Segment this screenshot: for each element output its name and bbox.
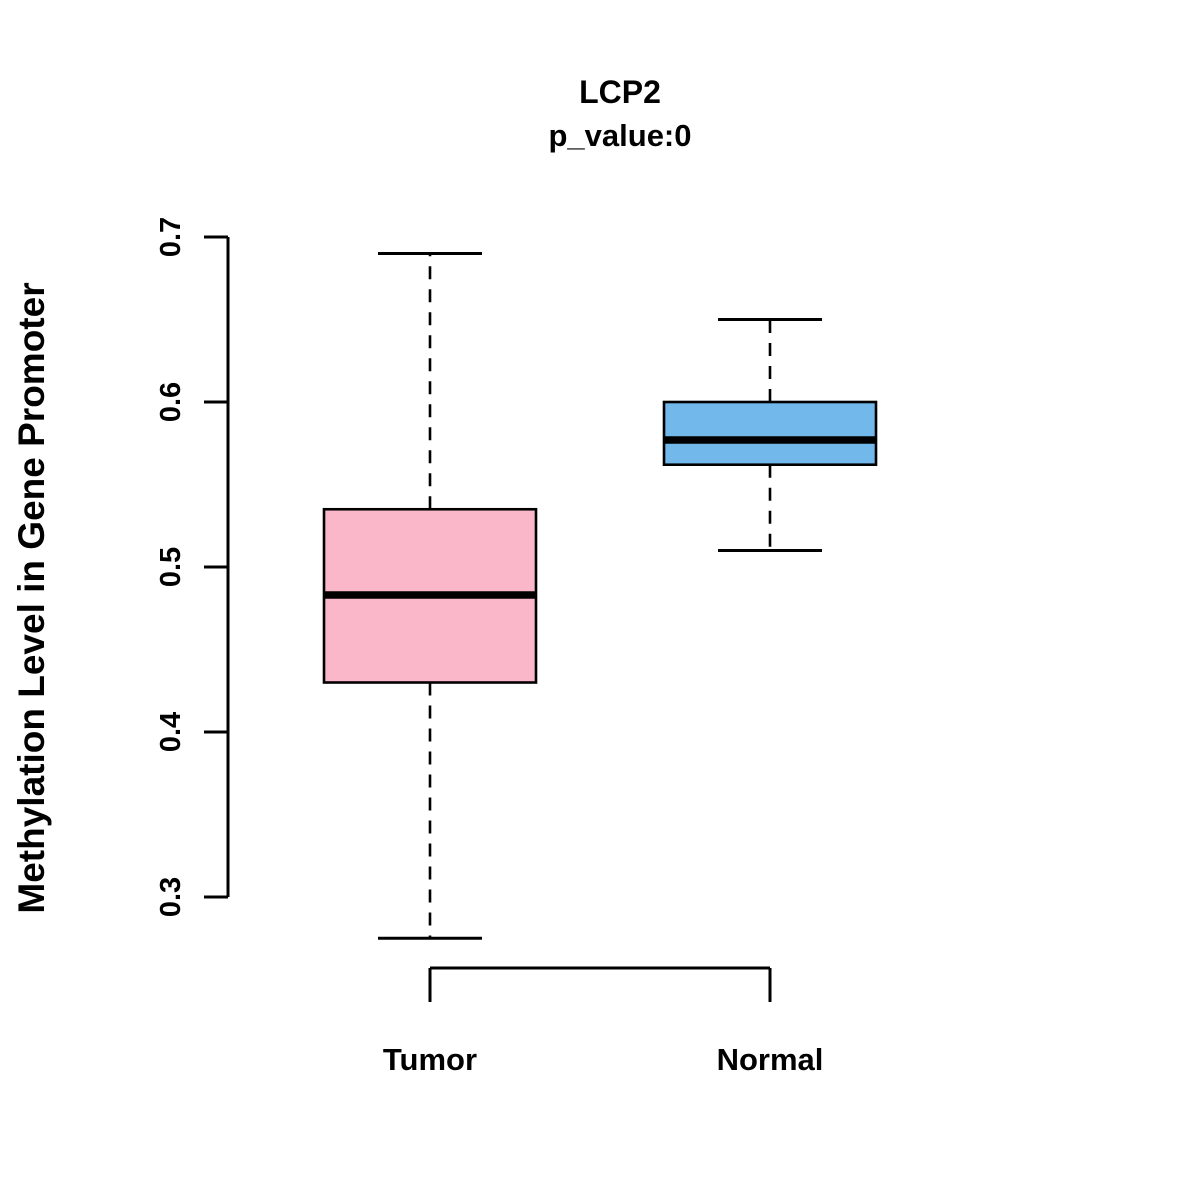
x-category-label: Normal <box>717 1042 824 1077</box>
y-tick-label: 0.6 <box>155 382 187 422</box>
chart-title: LCP2 <box>579 74 661 110</box>
y-axis-label: Methylation Level in Gene Promoter <box>11 282 52 914</box>
y-tick-label: 0.3 <box>155 877 187 917</box>
y-tick-label: 0.4 <box>155 712 187 752</box>
chart-subtitle: p_value:0 <box>548 118 692 153</box>
x-category-label: Tumor <box>383 1042 477 1077</box>
y-tick-label: 0.7 <box>155 217 187 257</box>
box-normal <box>662 400 878 467</box>
y-tick-label: 0.5 <box>155 547 187 587</box>
